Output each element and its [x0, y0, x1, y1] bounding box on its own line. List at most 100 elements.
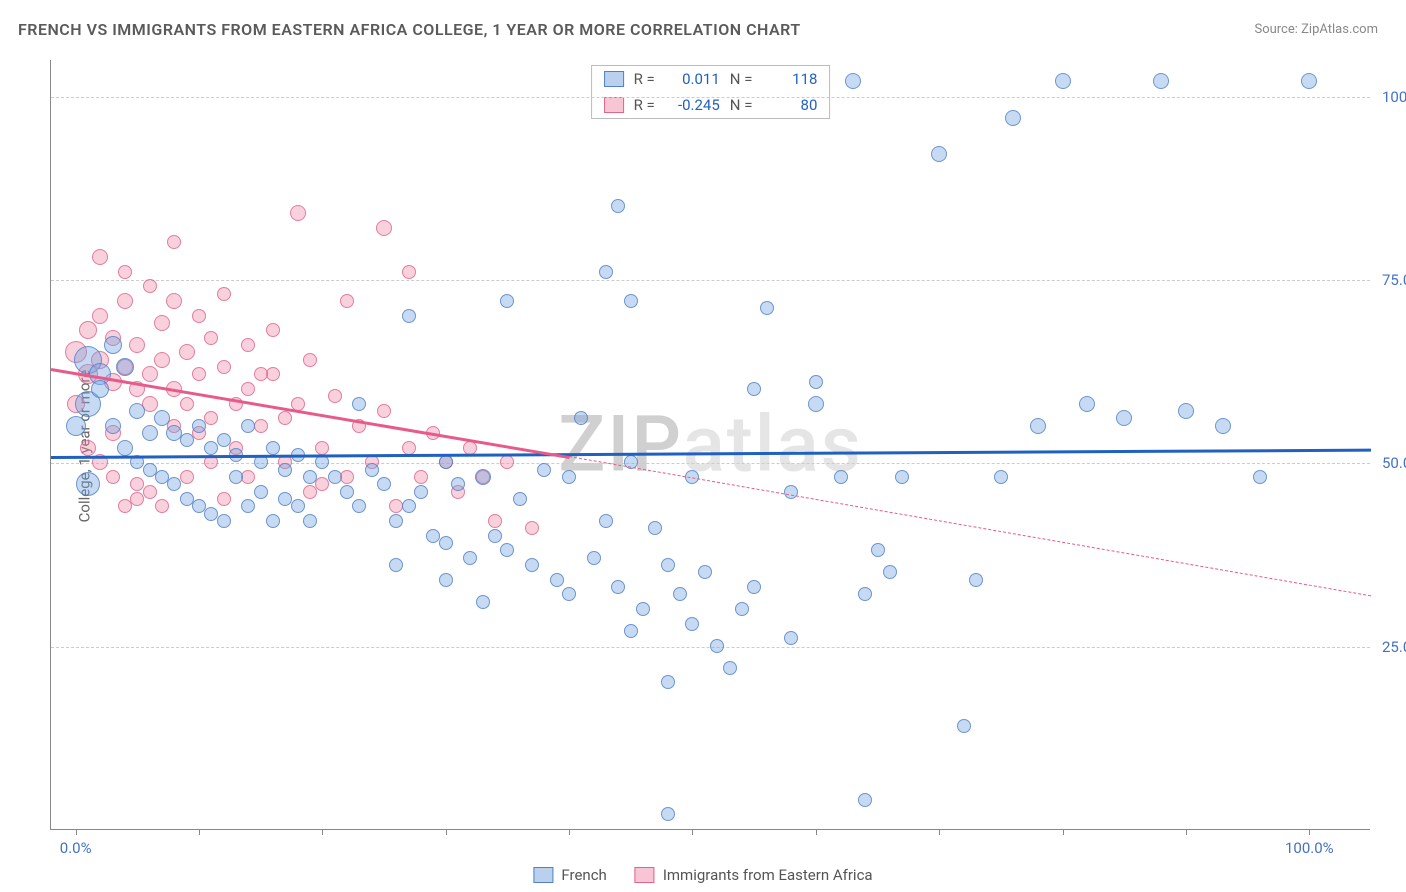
ytick-label: 25.0%	[1382, 638, 1406, 656]
data-point	[142, 366, 158, 382]
data-point	[66, 416, 86, 436]
data-point	[76, 472, 100, 496]
data-point	[871, 543, 885, 557]
data-point	[475, 469, 491, 485]
data-point	[118, 265, 132, 279]
data-point	[192, 419, 206, 433]
data-point	[229, 470, 243, 484]
data-point	[723, 661, 737, 675]
data-point	[118, 499, 132, 513]
source-label: Source:	[1254, 22, 1301, 37]
xtick	[76, 829, 77, 835]
data-point	[340, 485, 354, 499]
data-point	[1055, 73, 1071, 89]
data-point	[402, 309, 416, 323]
plot-area: ZIPatlas R = 0.011 N = 118 R = -0.245 N …	[50, 60, 1370, 830]
source-link[interactable]: ZipAtlas.com	[1301, 22, 1378, 37]
data-point	[858, 587, 872, 601]
data-point	[476, 595, 490, 609]
data-point	[648, 521, 662, 535]
data-point	[809, 375, 823, 389]
r-value-immigrants: -0.245	[665, 96, 720, 114]
data-point	[562, 587, 576, 601]
data-point	[328, 389, 342, 403]
data-point	[747, 580, 761, 594]
data-point	[402, 499, 416, 513]
data-point	[611, 199, 625, 213]
data-point	[167, 235, 181, 249]
data-point	[661, 675, 675, 689]
data-point	[204, 331, 218, 345]
data-point	[129, 403, 145, 419]
data-point	[129, 337, 145, 353]
stats-row-french: R = 0.011 N = 118	[592, 66, 830, 92]
data-point	[389, 558, 403, 572]
data-point	[254, 485, 268, 499]
data-point	[328, 470, 342, 484]
data-point	[143, 485, 157, 499]
data-point	[180, 470, 194, 484]
ytick-label: 50.0%	[1382, 454, 1406, 472]
data-point	[266, 514, 280, 528]
xtick	[939, 829, 940, 835]
gridline	[51, 463, 1370, 464]
data-point	[241, 470, 255, 484]
xtick	[446, 829, 447, 835]
data-point	[192, 367, 206, 381]
bottom-legend: French Immigrants from Eastern Africa	[533, 866, 872, 884]
swatch-blue-icon	[533, 867, 553, 883]
gridline	[51, 280, 1370, 281]
n-value-immigrants: 80	[762, 96, 817, 114]
n-label: N =	[730, 70, 753, 88]
data-point	[636, 602, 650, 616]
data-point	[303, 514, 317, 528]
data-point	[414, 470, 428, 484]
xtick	[569, 829, 570, 835]
data-point	[241, 382, 255, 396]
chart-title: FRENCH VS IMMIGRANTS FROM EASTERN AFRICA…	[18, 20, 801, 39]
xtick-label: 100.0%	[1285, 839, 1334, 857]
watermark: ZIPatlas	[558, 399, 863, 490]
data-point	[254, 367, 268, 381]
data-point	[278, 463, 292, 477]
data-point	[340, 470, 354, 484]
swatch-pink-icon	[604, 97, 624, 113]
data-point	[402, 265, 416, 279]
r-label: R =	[634, 96, 655, 114]
data-point	[241, 338, 255, 352]
data-point	[303, 353, 317, 367]
data-point	[217, 433, 231, 447]
xtick	[322, 829, 323, 835]
legend-label-french: French	[561, 866, 606, 884]
data-point	[414, 485, 428, 499]
data-point	[340, 294, 354, 308]
data-point	[154, 352, 170, 368]
data-point	[116, 358, 134, 376]
data-point	[661, 807, 675, 821]
data-point	[895, 470, 909, 484]
data-point	[167, 477, 181, 491]
data-point	[365, 463, 379, 477]
data-point	[106, 470, 120, 484]
data-point	[402, 441, 416, 455]
data-point	[266, 441, 280, 455]
data-point	[969, 573, 983, 587]
data-point	[303, 470, 317, 484]
gridline	[51, 97, 1370, 98]
data-point	[611, 580, 625, 594]
data-point	[92, 249, 108, 265]
data-point	[760, 301, 774, 315]
xtick	[1063, 829, 1064, 835]
data-point	[217, 514, 231, 528]
data-point	[439, 455, 453, 469]
data-point	[179, 344, 195, 360]
data-point	[500, 455, 514, 469]
xtick	[816, 829, 817, 835]
data-point	[92, 308, 108, 324]
data-point	[105, 418, 121, 434]
data-point	[1301, 73, 1317, 89]
legend-label-immigrants: Immigrants from Eastern Africa	[663, 866, 873, 884]
data-point	[673, 587, 687, 601]
data-point	[315, 441, 329, 455]
data-point	[290, 205, 306, 221]
